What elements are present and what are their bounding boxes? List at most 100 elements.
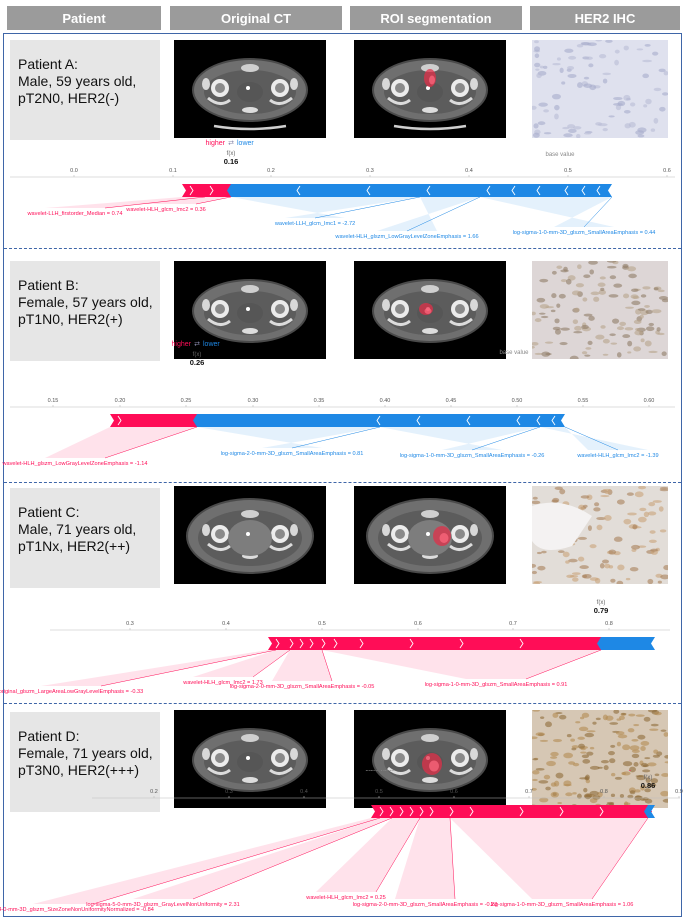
higher-chevron <box>419 806 424 817</box>
axis-tick-label: 0.5 <box>564 168 572 174</box>
higher-chevron <box>379 806 384 817</box>
lower-chevron <box>486 185 491 196</box>
higher-chevron <box>389 806 394 817</box>
fx-label: f(x) <box>597 600 606 606</box>
patient-c-demographics: Male, 71 years old, <box>18 521 137 537</box>
patient-b-roi-segmentation <box>354 261 506 359</box>
lower-chevron <box>536 185 541 196</box>
header-original-ct: Original CT <box>170 6 342 30</box>
higher-chevron <box>409 806 414 817</box>
higher-chevron <box>459 638 464 649</box>
patient-d-title: Patient D: <box>18 728 80 744</box>
axis-tick-label: 0.2 <box>150 789 158 795</box>
fx-value: 0.26 <box>190 358 205 367</box>
higher-bar <box>110 414 201 427</box>
axis-tick-label: 0.60 <box>644 398 655 404</box>
patient-b-original-ct <box>174 261 326 359</box>
lower-chevron <box>426 185 431 196</box>
feature-connector <box>136 197 231 204</box>
header-her2-ihc: HER2 IHC <box>530 6 680 30</box>
patient-d-stage: pT3N0, HER2(+++) <box>18 762 139 778</box>
feature-connector <box>377 197 480 231</box>
separator-ab <box>4 248 681 249</box>
feature-connector <box>45 197 205 208</box>
feature-label: log-sigma-1-0-mm-3D_glszm_SmallAreaEmpha… <box>513 230 656 236</box>
arrow-swap-icon: ⇄ <box>645 770 651 771</box>
lower-bar <box>193 414 565 427</box>
feature-label: wavelet-HLH_glcm_Imc2 = 0.25 <box>305 895 385 901</box>
feature-connector <box>272 650 332 681</box>
patient-a-info: Patient A: Male, 59 years old, pT2N0, HE… <box>10 40 160 140</box>
axis-tick-label: 0.7 <box>525 789 533 795</box>
higher-bar <box>268 637 605 650</box>
feature-connector <box>197 427 380 448</box>
lower-bar <box>227 184 612 197</box>
feature-connector <box>395 818 455 899</box>
patient-b-demographics: Female, 57 years old, <box>18 294 153 310</box>
patient-c-her2-ihc <box>532 486 668 584</box>
patient-d-demographics: Female, 71 years old, <box>18 745 153 761</box>
axis-tick-label: 0.6 <box>450 789 458 795</box>
higher-chevron <box>359 638 364 649</box>
axis-tick-label: 0.8 <box>605 621 613 627</box>
higher-chevron <box>275 638 280 649</box>
feature-connector <box>133 818 392 899</box>
higher-chevron <box>209 185 214 196</box>
lower-chevron <box>536 415 541 426</box>
patient-c-info: Patient C: Male, 71 years old, pT1Nx, HE… <box>10 488 160 588</box>
patient-b-info: Patient B: Female, 57 years old, pT1N0, … <box>10 261 160 361</box>
lower-label: lower <box>654 770 671 771</box>
axis-tick-label: 0.20 <box>115 398 126 404</box>
lower-chevron <box>581 185 586 196</box>
higher-chevron <box>599 806 604 817</box>
feature-label: wavelet-LLH_glcm_Imc1 = -2.72 <box>274 221 355 227</box>
feature-leader <box>375 817 421 893</box>
feature-connector <box>45 427 197 458</box>
higher-label: higher <box>623 770 643 771</box>
feature-leader <box>100 649 277 687</box>
arrow-swap-icon: ⇄ <box>228 140 234 147</box>
lower-chevron <box>366 185 371 196</box>
axis-tick-label: 0.6 <box>414 621 422 627</box>
axis-tick-label: 0.15 <box>48 398 59 404</box>
axis-tick-label: 0.2 <box>267 168 275 174</box>
fx-label: f(x) <box>644 775 653 781</box>
higher-chevron <box>559 806 564 817</box>
feature-label: log-sigma-5-0-mm-3D_glszm_GrayLevelNonUn… <box>86 902 239 908</box>
patient-a-her2-ihc <box>532 40 668 138</box>
patient-a-roi-segmentation <box>354 40 506 138</box>
patient-a-original-ct <box>174 40 326 138</box>
patient-c-stage: pT1Nx, HER2(++) <box>18 538 131 554</box>
feature-connector <box>231 197 420 218</box>
axis-tick-label: 0.4 <box>300 789 308 795</box>
feature-connector <box>480 197 614 227</box>
feature-label: wavelet-HLH_glcm_Imc2 = 0.36 <box>125 207 205 213</box>
feature-label: wavelet-HLH_glcm_Imc2 = 1.73 <box>182 680 262 686</box>
base-value-label: base value <box>545 152 575 158</box>
lower-chevron <box>416 415 421 426</box>
axis-tick-label: 0.5 <box>375 789 383 795</box>
axis-tick-label: 0.25 <box>181 398 192 404</box>
axis-tick-label: 0.3 <box>366 168 374 174</box>
patient-b-stage: pT1N0, HER2(+) <box>18 311 123 327</box>
lower-chevron <box>511 185 516 196</box>
axis-tick-label: 0.45 <box>446 398 457 404</box>
patient-b-title: Patient B: <box>18 277 79 293</box>
lower-chevron <box>551 415 556 426</box>
axis-tick-label: 0.35 <box>314 398 325 404</box>
lower-chevron <box>564 185 569 196</box>
feature-label: log-sigma-4-0-mm-3D_glszm_SizeZoneNonUni… <box>0 907 154 913</box>
higher-bar <box>182 184 235 197</box>
feature-connector <box>41 650 276 686</box>
patient-b-her2-ihc <box>532 261 668 359</box>
higher-chevron <box>289 638 294 649</box>
axis-tick-label: 0.3 <box>126 621 134 627</box>
lower-chevron <box>296 185 301 196</box>
patient-a-force-plot: higher ⇄ lower f(x) 0.16 base value 0.0 0.1 0.2 0… <box>0 138 685 248</box>
fx-label: f(x) <box>227 151 236 157</box>
feature-label: wavelet-HLH_glcm_Imc2 = -1.39 <box>576 453 658 459</box>
feature-label: original_glszm_LargeAreaLowGrayLevelEmph… <box>0 689 143 695</box>
feature-leader <box>195 196 232 205</box>
fx-label: f(x) <box>193 352 202 358</box>
